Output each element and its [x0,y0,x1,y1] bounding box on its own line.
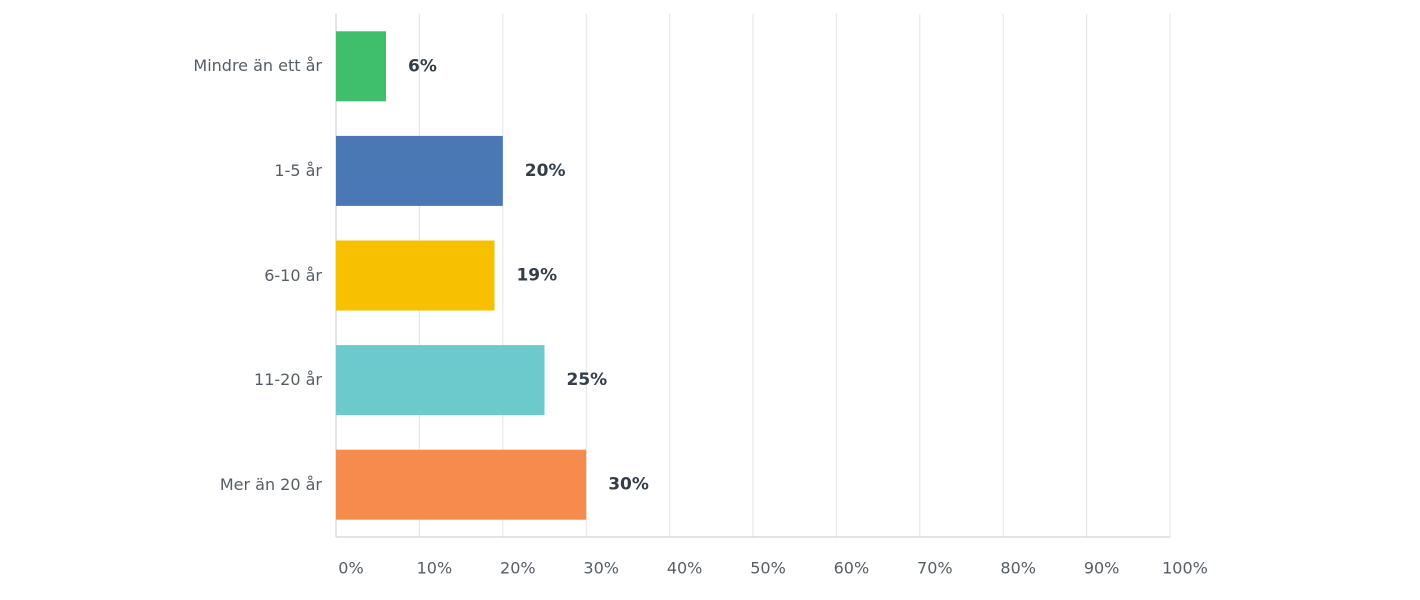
x-tick-label: 80% [1000,559,1036,578]
y-tick-label: 11-20 år [254,370,322,390]
y-tick-label: 1-5 år [274,160,322,180]
bar [336,135,503,206]
bar [336,345,545,416]
x-tick-label: 10% [417,559,453,578]
bar [336,31,387,102]
bar [336,240,495,311]
x-tick-label: 70% [917,559,953,578]
value-label: 19% [516,266,557,286]
value-label: 25% [567,370,608,390]
y-tick-label: Mer än 20 år [219,474,322,494]
value-label: 6% [408,56,437,76]
x-tick-label: 40% [667,559,703,578]
x-tick-label: 0% [338,559,363,578]
y-tick-label: Mindre än ett år [193,56,322,76]
value-label: 20% [525,161,566,181]
y-tick-label: 6-10 år [264,265,322,285]
x-tick-label: 90% [1084,559,1120,578]
x-tick-label: 50% [750,559,786,578]
x-tick-label: 100% [1162,559,1208,578]
value-label: 30% [608,475,649,495]
x-tick-label: 60% [834,559,870,578]
x-tick-label: 30% [583,559,619,578]
x-tick-label: 20% [500,559,536,578]
bar [336,449,587,520]
